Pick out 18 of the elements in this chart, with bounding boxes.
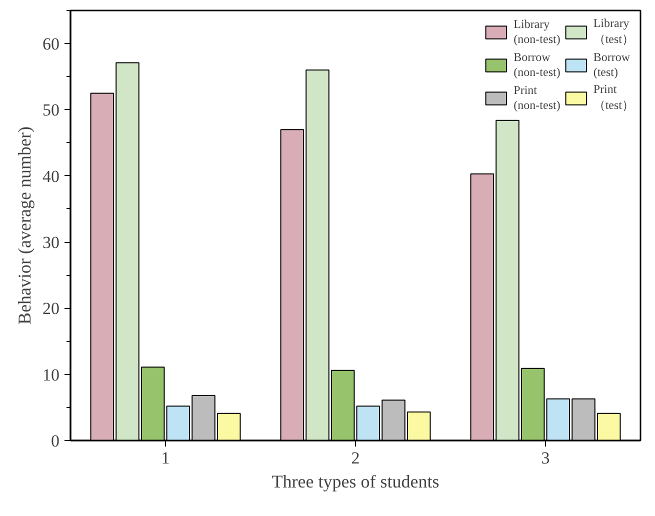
y-tick-label: 50	[42, 100, 60, 120]
y-tick-label: 0	[51, 432, 60, 450]
y-axis-title: Behavior (average number)	[14, 126, 34, 324]
legend-label: Library （test）	[593, 16, 634, 48]
x-tick-label: 3	[541, 448, 550, 468]
x-tick-label: 2	[351, 448, 360, 468]
y-tick-label: 30	[42, 233, 60, 252]
legend-label: Borrow (test)	[593, 50, 630, 80]
legend-label: Borrow (non-test)	[514, 50, 560, 80]
y-tick-label: 60	[42, 34, 60, 54]
y-tick-label: 10	[42, 365, 60, 384]
x-tick-label: 1	[161, 448, 170, 468]
legend-label: Print (non-test)	[514, 83, 560, 113]
y-tick-label: 20	[42, 299, 60, 318]
y-tick-label: 40	[42, 166, 60, 186]
legend-label: Print （test）	[593, 82, 634, 114]
x-axis-title: Three types of students	[272, 472, 440, 492]
legend-label: Library (non-test)	[514, 17, 560, 47]
